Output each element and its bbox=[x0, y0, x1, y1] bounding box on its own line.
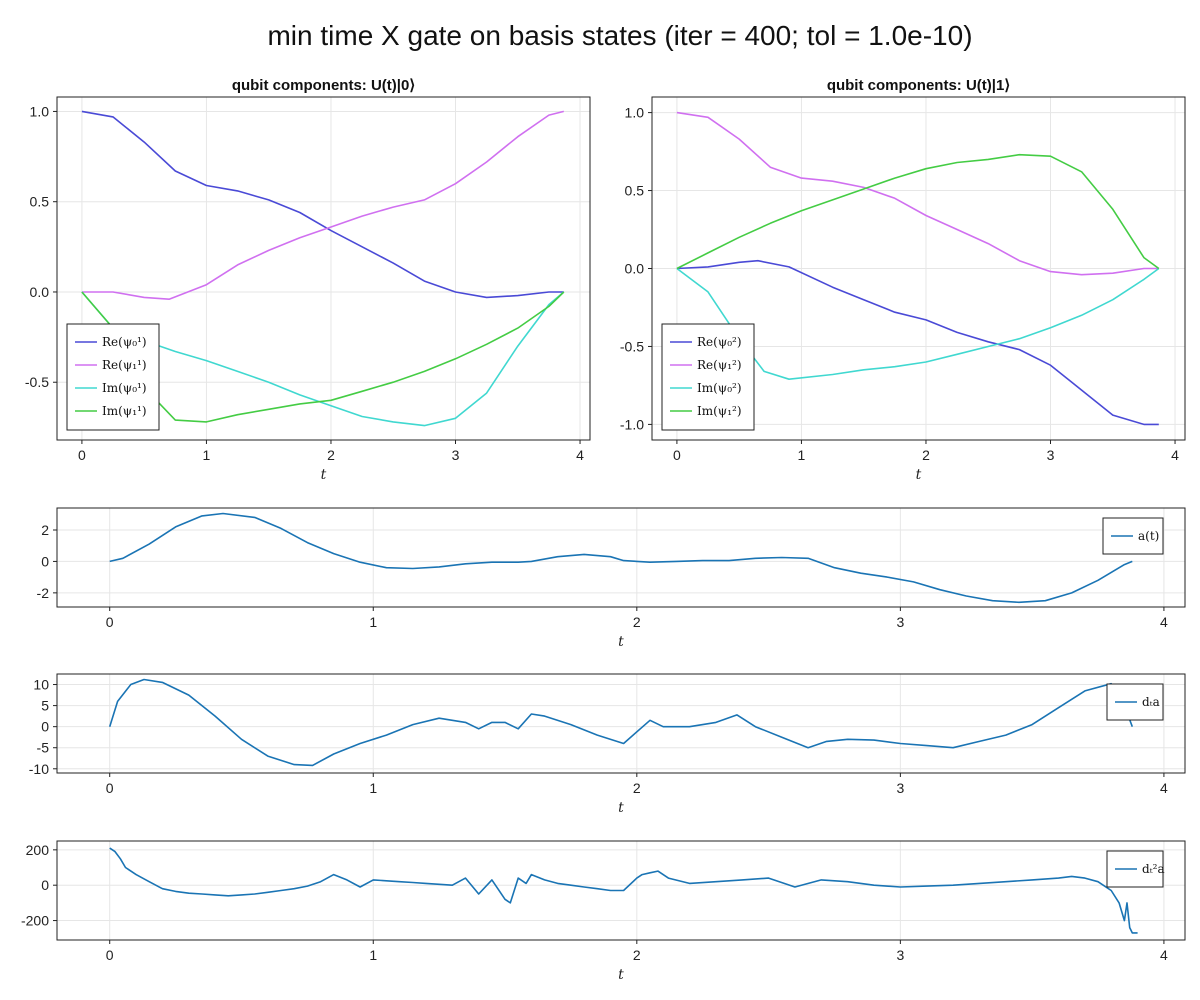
series-line-1 bbox=[81, 110, 564, 299]
x-tick-label: 2 bbox=[633, 947, 641, 963]
x-axis-label: t bbox=[618, 800, 624, 816]
x-tick-label: 0 bbox=[106, 947, 114, 963]
y-tick-label: 0.5 bbox=[625, 183, 645, 199]
x-axis-label: t bbox=[321, 467, 327, 483]
x-tick-label: 0 bbox=[78, 447, 86, 463]
series-line-4 bbox=[676, 153, 1160, 270]
series-line-4 bbox=[81, 291, 565, 423]
y-tick-label: 0.0 bbox=[625, 261, 645, 277]
chart-panel-control_da: 0 1 2 3 4 10 5 0 -5 -10 t dₜa bbox=[29, 673, 1186, 816]
y-tick-label: -0.5 bbox=[620, 338, 644, 354]
x-tick-label: 3 bbox=[896, 780, 904, 796]
chart-panel-qubit1: 0 1 2 3 4 1.0 0.5 0.0 -0.5 -1.0 t qubit components:… bbox=[620, 77, 1186, 483]
y-tick-label: 0 bbox=[41, 553, 49, 569]
y-tick-label: 1.0 bbox=[625, 105, 645, 121]
legend-label: Im(ψ₀¹) bbox=[102, 381, 147, 395]
y-tick-label: 2 bbox=[41, 522, 49, 538]
chart-panel-control_dda: 0 1 2 3 4 200 0 -200 t dₜ²a bbox=[21, 840, 1186, 983]
x-tick-label: 1 bbox=[369, 614, 377, 630]
legend: dₜ²a bbox=[1106, 850, 1165, 888]
x-tick-label: 2 bbox=[633, 780, 641, 796]
x-tick-label: 1 bbox=[369, 947, 377, 963]
series-line-1 bbox=[676, 259, 1159, 426]
figure-title: min time X gate on basis states (iter = … bbox=[267, 20, 972, 51]
y-tick-label: -10 bbox=[29, 761, 49, 777]
panel-title: qubit components: U(t)|0⟩ bbox=[232, 77, 415, 94]
x-tick-label: 1 bbox=[798, 447, 806, 463]
y-tick-label: 5 bbox=[41, 698, 49, 714]
x-tick-label: 4 bbox=[1160, 947, 1168, 963]
x-tick-label: 1 bbox=[369, 780, 377, 796]
legend-label: Im(ψ₀²) bbox=[697, 381, 742, 395]
legend: Re(ψ₀¹) Re(ψ₁¹) Im(ψ₀¹) Im(ψ₁¹) bbox=[66, 323, 160, 431]
y-tick-label: -1.0 bbox=[620, 416, 644, 432]
plot-frame bbox=[56, 507, 1186, 608]
x-tick-label: 4 bbox=[1160, 614, 1168, 630]
x-tick-label: 4 bbox=[1171, 447, 1179, 463]
y-tick-label: -0.5 bbox=[25, 374, 49, 390]
x-tick-label: 2 bbox=[633, 614, 641, 630]
x-tick-label: 0 bbox=[673, 447, 681, 463]
series-line-1 bbox=[108, 678, 1134, 767]
series-line-1 bbox=[109, 512, 1133, 604]
y-tick-label: 0 bbox=[41, 877, 49, 893]
legend-label: dₜ²a bbox=[1142, 862, 1165, 876]
legend: a(t) bbox=[1102, 517, 1164, 555]
legend-label: dₜa bbox=[1142, 695, 1160, 709]
plot-frame bbox=[56, 96, 591, 441]
y-tick-label: -5 bbox=[37, 740, 50, 756]
series-line-3 bbox=[676, 267, 1160, 381]
y-tick-label: 10 bbox=[33, 677, 49, 693]
chart-panel-qubit0: 0 1 2 3 4 1.0 0.5 0.0 -0.5 t qubit components: U(t… bbox=[25, 77, 591, 483]
legend-label: a(t) bbox=[1138, 529, 1159, 543]
y-tick-label: -2 bbox=[37, 585, 50, 601]
y-tick-label: 200 bbox=[26, 842, 50, 858]
legend-label: Im(ψ₁¹) bbox=[102, 404, 147, 418]
series-line-2 bbox=[676, 111, 1159, 276]
y-tick-label: 1.0 bbox=[30, 103, 50, 119]
plot-frame bbox=[56, 840, 1186, 941]
y-tick-label: 0.0 bbox=[30, 284, 50, 300]
legend: dₜa bbox=[1106, 683, 1164, 721]
legend-label: Re(ψ₁²) bbox=[697, 358, 742, 372]
legend-label: Im(ψ₁²) bbox=[697, 404, 742, 418]
series-line-1 bbox=[109, 847, 1138, 934]
x-tick-label: 3 bbox=[896, 614, 904, 630]
x-tick-label: 2 bbox=[922, 447, 930, 463]
legend: Re(ψ₀²) Re(ψ₁²) Im(ψ₀²) Im(ψ₁²) bbox=[661, 323, 755, 431]
x-tick-label: 3 bbox=[1047, 447, 1055, 463]
x-tick-label: 4 bbox=[576, 447, 584, 463]
panel-title: qubit components: U(t)|1⟩ bbox=[827, 77, 1010, 94]
legend-label: Re(ψ₀¹) bbox=[102, 335, 147, 349]
series-line-3 bbox=[81, 291, 565, 427]
series-line-2 bbox=[81, 110, 564, 301]
x-tick-label: 0 bbox=[106, 780, 114, 796]
legend-label: Re(ψ₀²) bbox=[697, 335, 742, 349]
x-tick-label: 1 bbox=[203, 447, 211, 463]
x-tick-label: 3 bbox=[896, 947, 904, 963]
x-tick-label: 0 bbox=[106, 614, 114, 630]
x-axis-label: t bbox=[618, 967, 624, 983]
x-tick-label: 2 bbox=[327, 447, 335, 463]
chart-panel-control_a: 0 1 2 3 4 2 0 -2 t a(t) bbox=[37, 507, 1186, 650]
y-tick-label: 0.5 bbox=[30, 194, 50, 210]
x-axis-label: t bbox=[618, 634, 624, 650]
plot-frame bbox=[56, 673, 1186, 774]
x-axis-label: t bbox=[916, 467, 922, 483]
legend-label: Re(ψ₁¹) bbox=[102, 358, 147, 372]
x-tick-label: 4 bbox=[1160, 780, 1168, 796]
y-tick-label: -200 bbox=[21, 913, 49, 929]
x-tick-label: 3 bbox=[452, 447, 460, 463]
y-tick-label: 0 bbox=[41, 719, 49, 735]
